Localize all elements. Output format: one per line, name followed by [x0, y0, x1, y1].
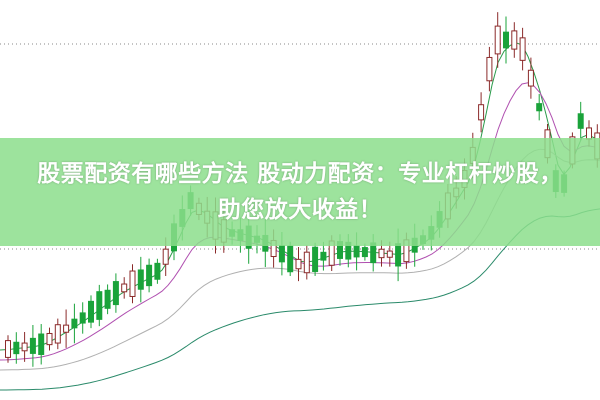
ma-line-longest: [0, 208, 600, 391]
candle-body: [395, 243, 402, 267]
candle-body: [137, 269, 144, 290]
candle-body: [129, 270, 136, 297]
candle-body: [361, 247, 368, 258]
candle-body: [104, 289, 111, 309]
candle-body: [378, 248, 385, 259]
candle-body: [154, 262, 161, 280]
candle-body: [386, 250, 393, 258]
candle-body: [287, 245, 294, 273]
candle-body: [536, 103, 543, 112]
candle-body: [486, 56, 493, 82]
candle-body: [54, 324, 61, 344]
headline-banner: 股票配资有哪些方法 股动力配资：专业杠杆炒股， 助您放大收益！: [0, 138, 600, 246]
candle-body: [519, 37, 526, 61]
candle-body: [494, 25, 501, 55]
candle-body: [511, 30, 518, 50]
candle-body: [146, 264, 153, 287]
candle-body: [295, 258, 302, 270]
candle-body: [577, 113, 584, 129]
candle-body: [312, 246, 319, 272]
candle-body: [121, 283, 128, 293]
candle-body: [278, 245, 285, 263]
headline-line-1: 股票配资有哪些方法 股动力配资：专业杠杆炒股，: [37, 161, 563, 187]
candle-body: [503, 31, 509, 49]
candle-body: [353, 245, 360, 258]
candle-body: [303, 251, 310, 274]
candle-body: [21, 342, 28, 352]
candle-body: [71, 318, 78, 329]
candle-body: [478, 104, 485, 121]
candle-body: [527, 69, 534, 87]
candle-body: [320, 251, 327, 261]
headline-line-2: 助您放大收益！: [217, 197, 383, 223]
candle-body: [13, 341, 20, 355]
candle-body: [63, 324, 70, 333]
candle-body: [162, 248, 169, 265]
candle-body: [79, 312, 86, 324]
candle-body: [38, 333, 45, 355]
candle-body: [46, 332, 53, 346]
candle-body: [5, 340, 11, 358]
candle-body: [112, 281, 119, 306]
candle-body: [96, 291, 103, 320]
candle-body: [88, 300, 94, 323]
candle-body: [29, 337, 36, 354]
